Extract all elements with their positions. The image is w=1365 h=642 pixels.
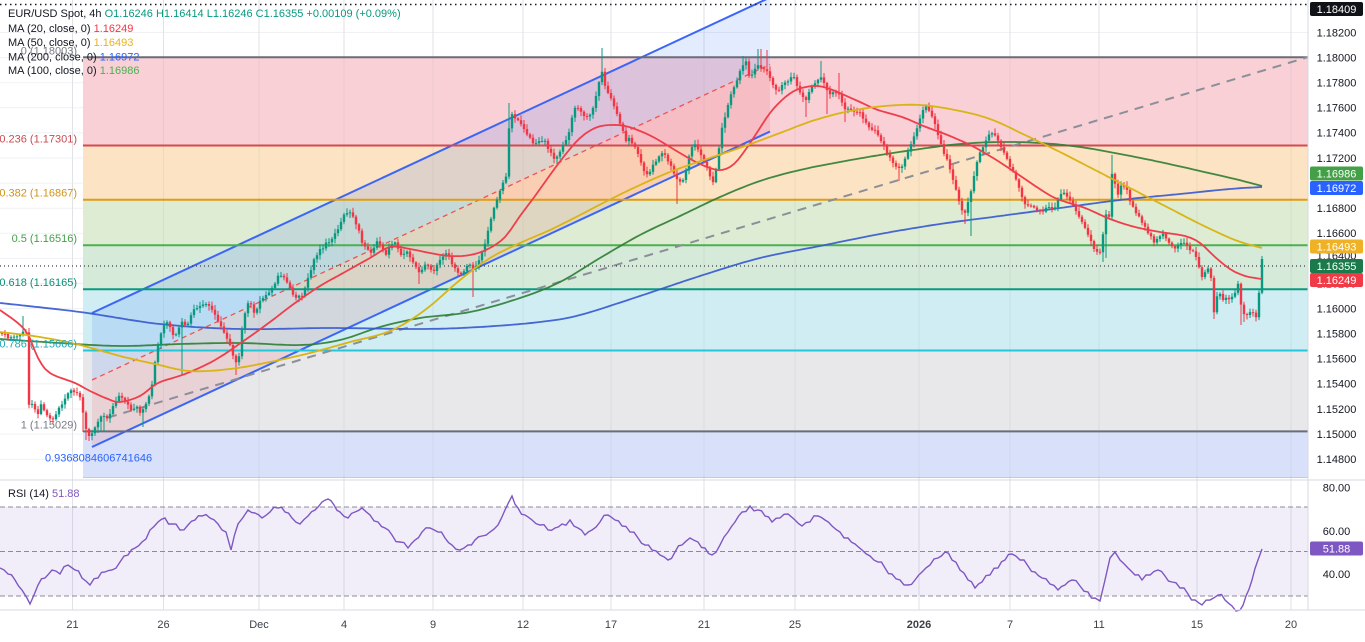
svg-text:1.17600: 1.17600	[1317, 103, 1357, 115]
svg-text:0.786 (1.15666): 0.786 (1.15666)	[0, 339, 77, 351]
svg-text:60.00: 60.00	[1323, 526, 1351, 538]
svg-text:21: 21	[66, 619, 78, 631]
svg-text:0.236 (1.17301): 0.236 (1.17301)	[0, 134, 77, 146]
svg-text:80.00: 80.00	[1323, 482, 1351, 494]
svg-text:1.16800: 1.16800	[1317, 203, 1357, 215]
svg-text:1.16986: 1.16986	[1317, 168, 1357, 180]
svg-text:11: 11	[1093, 619, 1104, 631]
svg-text:0.382 (1.16867): 0.382 (1.16867)	[0, 188, 77, 200]
svg-text:0.618 (1.16165): 0.618 (1.16165)	[0, 277, 77, 289]
svg-text:1.14800: 1.14800	[1317, 454, 1357, 466]
svg-text:Dec: Dec	[249, 619, 269, 631]
svg-text:1.16355: 1.16355	[1317, 261, 1357, 273]
svg-text:1.16000: 1.16000	[1317, 303, 1357, 315]
svg-text:20: 20	[1285, 619, 1297, 631]
svg-text:1.16972: 1.16972	[1317, 183, 1357, 195]
svg-text:RSI (14) 51.88: RSI (14) 51.88	[8, 488, 80, 500]
svg-text:MA (20, close, 0) 1.16249: MA (20, close, 0) 1.16249	[8, 23, 133, 35]
svg-text:1.17800: 1.17800	[1317, 78, 1357, 90]
svg-text:17: 17	[605, 619, 617, 631]
svg-text:0.5 (1.16516): 0.5 (1.16516)	[12, 233, 77, 245]
svg-text:EUR/USD Spot, 4h O1.16246 H1.1: EUR/USD Spot, 4h O1.16246 H1.16414 L1.16…	[8, 8, 401, 20]
svg-text:15: 15	[1191, 619, 1203, 631]
svg-text:1.15000: 1.15000	[1317, 429, 1357, 441]
svg-text:1.15600: 1.15600	[1317, 354, 1357, 366]
svg-text:7: 7	[1007, 619, 1013, 631]
svg-text:1.16493: 1.16493	[1317, 241, 1357, 253]
svg-text:25: 25	[789, 619, 801, 631]
svg-text:1.17400: 1.17400	[1317, 128, 1357, 140]
svg-text:12: 12	[517, 619, 529, 631]
svg-text:1.16600: 1.16600	[1317, 228, 1357, 240]
svg-text:1.15800: 1.15800	[1317, 329, 1357, 341]
svg-text:1.15400: 1.15400	[1317, 379, 1357, 391]
svg-text:1.18200: 1.18200	[1317, 27, 1357, 39]
svg-text:21: 21	[698, 619, 710, 631]
svg-text:4: 4	[341, 619, 347, 631]
svg-text:1 (1.15029): 1 (1.15029)	[21, 420, 77, 432]
svg-text:0 (1.18003): 0 (1.18003)	[21, 46, 77, 58]
svg-text:26: 26	[157, 619, 169, 631]
svg-text:2026: 2026	[907, 619, 931, 631]
svg-text:1.15200: 1.15200	[1317, 404, 1357, 416]
svg-text:1.18409: 1.18409	[1317, 4, 1357, 16]
svg-text:9: 9	[430, 619, 436, 631]
svg-text:1.16249: 1.16249	[1317, 275, 1357, 287]
svg-text:MA (100, close, 0) 1.16986: MA (100, close, 0) 1.16986	[8, 65, 139, 77]
svg-text:MA (50, close, 0) 1.16493: MA (50, close, 0) 1.16493	[8, 37, 133, 49]
svg-text:51.88: 51.88	[1323, 543, 1351, 555]
svg-text:MA (200, close, 0) 1.16972: MA (200, close, 0) 1.16972	[8, 52, 139, 64]
svg-text:1.18000: 1.18000	[1317, 52, 1357, 64]
svg-text:1.17200: 1.17200	[1317, 153, 1357, 165]
svg-text:0.9368084606741646: 0.9368084606741646	[45, 453, 152, 465]
svg-text:40.00: 40.00	[1323, 569, 1351, 581]
